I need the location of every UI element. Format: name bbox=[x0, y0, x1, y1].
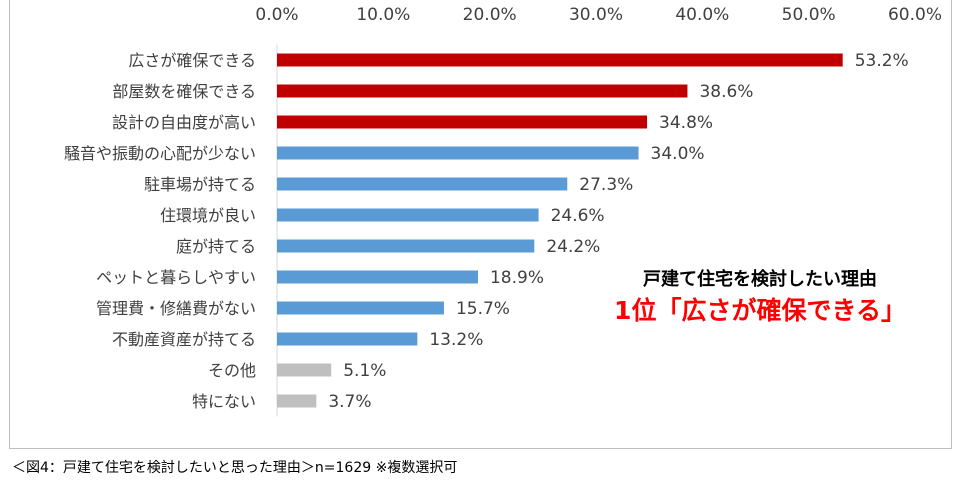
data-label: 27.3% bbox=[579, 175, 633, 195]
data-label: 5.1% bbox=[343, 361, 386, 381]
bar bbox=[277, 208, 539, 222]
category-label: 庭が持てる bbox=[176, 237, 256, 256]
data-label: 53.2% bbox=[855, 51, 909, 71]
data-label: 34.8% bbox=[659, 113, 713, 133]
x-tick-label: 30.0% bbox=[569, 5, 623, 25]
bar bbox=[277, 363, 332, 377]
category-label: 不動産資産が持てる bbox=[112, 330, 256, 349]
category-label: 部屋数を確保できる bbox=[112, 82, 256, 101]
x-tick-label: 50.0% bbox=[782, 5, 836, 25]
data-label: 13.2% bbox=[429, 330, 483, 350]
data-label: 15.7% bbox=[456, 299, 510, 319]
category-labels: 広さが確保できる部屋数を確保できる設計の自由度が高い騒音や振動の心配が少ない駐車… bbox=[64, 51, 256, 411]
category-label: 特にない bbox=[192, 392, 256, 411]
x-tick-label: 40.0% bbox=[675, 5, 729, 25]
annotation-line-1: 戸建て住宅を検討したい理由 bbox=[643, 269, 877, 290]
annotation-line-2: 1位「広さが確保できる」 bbox=[614, 296, 906, 325]
category-label: 広さが確保できる bbox=[128, 51, 256, 70]
chart-frame bbox=[9, 0, 952, 449]
data-label: 18.9% bbox=[490, 268, 544, 288]
bar bbox=[277, 270, 478, 284]
x-axis-ticks: 0.0% 10.0% 20.0% 30.0% 40.0% 50.0% 60.0% bbox=[255, 5, 942, 25]
bar bbox=[277, 115, 648, 129]
data-label: 3.7% bbox=[328, 392, 371, 412]
bar bbox=[277, 332, 418, 346]
bar-chart: 0.0% 10.0% 20.0% 30.0% 40.0% 50.0% 60.0% 広さが確保… bbox=[64, 5, 942, 417]
category-label: 駐車場が持てる bbox=[144, 175, 256, 194]
bar bbox=[277, 84, 688, 98]
bar bbox=[277, 301, 444, 315]
bars bbox=[277, 53, 843, 408]
data-labels: 53.2% 38.6% 34.8% 34.0% 27.3% 24.6% 24.2%18.9%… bbox=[328, 51, 908, 412]
annotation-callout: 戸建て住宅を検討したい理由 1位「広さが確保できる」 bbox=[580, 268, 940, 328]
bar bbox=[277, 53, 843, 67]
x-tick-label: 20.0% bbox=[463, 5, 517, 25]
data-label: 24.6% bbox=[551, 206, 605, 226]
bar bbox=[277, 239, 535, 253]
data-label: 34.0% bbox=[651, 144, 705, 164]
x-tick-label: 60.0% bbox=[888, 5, 942, 25]
category-label: 騒音や振動の心配が少ない bbox=[64, 144, 256, 163]
category-label: その他 bbox=[208, 361, 256, 380]
x-tick-label: 0.0% bbox=[255, 5, 298, 25]
category-label: 設計の自由度が高い bbox=[112, 113, 256, 132]
figure-caption: ＜図4：戸建て住宅を検討したいと思った理由＞n=1629 ※複数選択可 bbox=[12, 460, 458, 476]
category-label: 住環境が良い bbox=[160, 206, 256, 225]
bar bbox=[277, 146, 639, 160]
bar bbox=[277, 394, 317, 408]
data-label: 38.6% bbox=[699, 82, 753, 102]
data-label: 24.2% bbox=[546, 237, 600, 257]
bar bbox=[277, 177, 568, 191]
category-label: ペットと暮らしやすい bbox=[96, 268, 256, 287]
x-tick-label: 10.0% bbox=[356, 5, 410, 25]
category-label: 管理費・修繕費がない bbox=[96, 299, 256, 318]
